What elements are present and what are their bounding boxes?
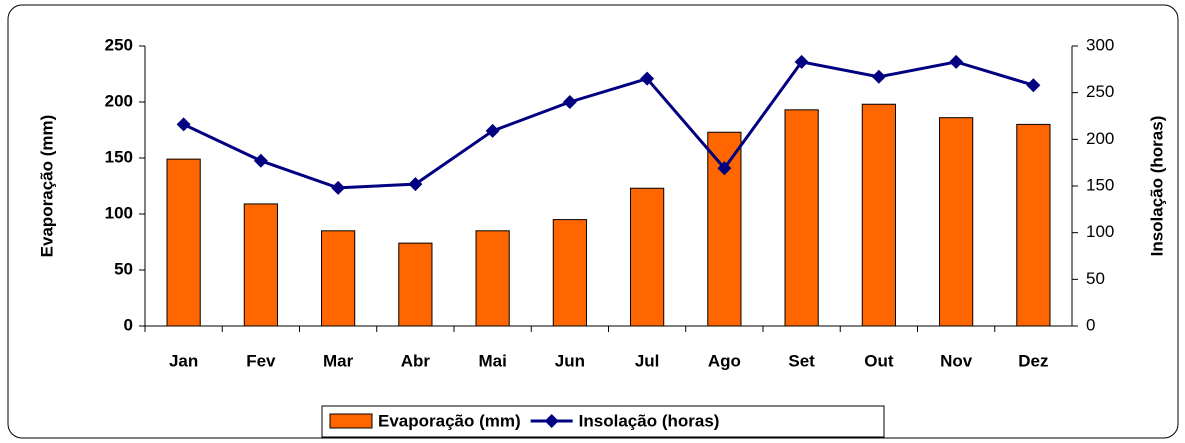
line-marker — [176, 117, 191, 132]
x-tick-label: Ago — [708, 351, 741, 370]
y-axis-label: Evaporação (mm) — [37, 115, 56, 258]
bar — [243, 203, 278, 327]
legend-swatch-marker — [544, 414, 559, 428]
y-tick-label: 150 — [105, 147, 133, 166]
y2-tick-label: 200 — [1086, 129, 1114, 148]
y2-tick-label: 150 — [1086, 175, 1114, 194]
bar — [861, 103, 896, 327]
legend-box — [321, 405, 885, 438]
y2-tick-label: 100 — [1086, 222, 1114, 241]
bar — [475, 230, 510, 327]
x-tick-label: Abr — [401, 351, 431, 370]
y-tick-label: 200 — [105, 91, 133, 110]
line-marker — [717, 161, 732, 176]
bar — [321, 230, 356, 327]
bar — [784, 109, 819, 327]
legend-label: Evaporação (mm) — [378, 411, 521, 430]
line — [182, 60, 1034, 190]
line-marker — [408, 177, 423, 192]
line-marker — [331, 180, 346, 195]
y2-tick-label: 300 — [1086, 35, 1114, 54]
bar — [630, 187, 665, 327]
x-tick-label: Jan — [169, 351, 198, 370]
x-tick-label: Mai — [478, 351, 506, 370]
bar — [166, 158, 201, 327]
line-marker — [253, 153, 268, 168]
x-tick-label: Nov — [940, 351, 973, 370]
y2-tick-label: 0 — [1086, 315, 1095, 334]
bar — [939, 117, 974, 327]
bar — [398, 242, 433, 327]
line-marker — [485, 123, 500, 138]
line-marker — [871, 69, 886, 84]
line-marker — [640, 71, 655, 86]
x-tick-label: Mar — [323, 351, 354, 370]
y-tick-label: 50 — [114, 259, 133, 278]
y2-tick-label: 50 — [1086, 269, 1105, 288]
x-tick-label: Dez — [1018, 351, 1048, 370]
legend-swatch — [329, 413, 373, 429]
bar — [552, 219, 587, 327]
x-tick-label: Fev — [246, 351, 276, 370]
y2-axis-label: Insolação (horas) — [1147, 116, 1166, 257]
y-tick-label: 0 — [124, 315, 133, 334]
legend-label: Insolação (horas) — [579, 411, 720, 430]
line-marker — [562, 95, 577, 109]
bar — [1016, 123, 1051, 327]
x-tick-label: Out — [864, 351, 894, 370]
y-tick-label: 250 — [105, 35, 133, 54]
y-tick-label: 100 — [105, 203, 133, 222]
y2-tick-label: 250 — [1086, 82, 1114, 101]
line-marker — [949, 54, 964, 69]
x-tick-label: Jul — [635, 351, 660, 370]
line-marker — [794, 54, 809, 69]
x-tick-label: Set — [788, 351, 815, 370]
x-tick-label: Jun — [555, 351, 585, 370]
line-marker — [1026, 78, 1041, 93]
